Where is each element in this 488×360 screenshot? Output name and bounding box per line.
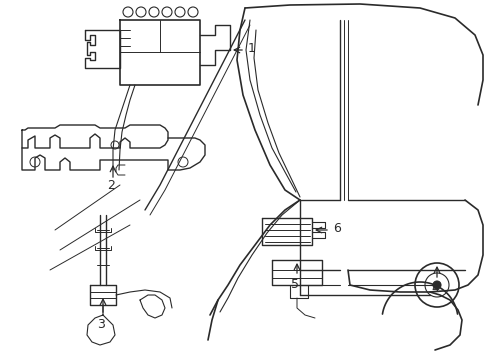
Text: 2: 2: [107, 179, 115, 192]
Text: 5: 5: [290, 278, 298, 291]
Text: 3: 3: [97, 319, 104, 332]
Text: 1: 1: [247, 41, 255, 54]
Text: 6: 6: [332, 221, 340, 234]
Text: 4: 4: [430, 282, 438, 294]
Circle shape: [432, 281, 440, 289]
